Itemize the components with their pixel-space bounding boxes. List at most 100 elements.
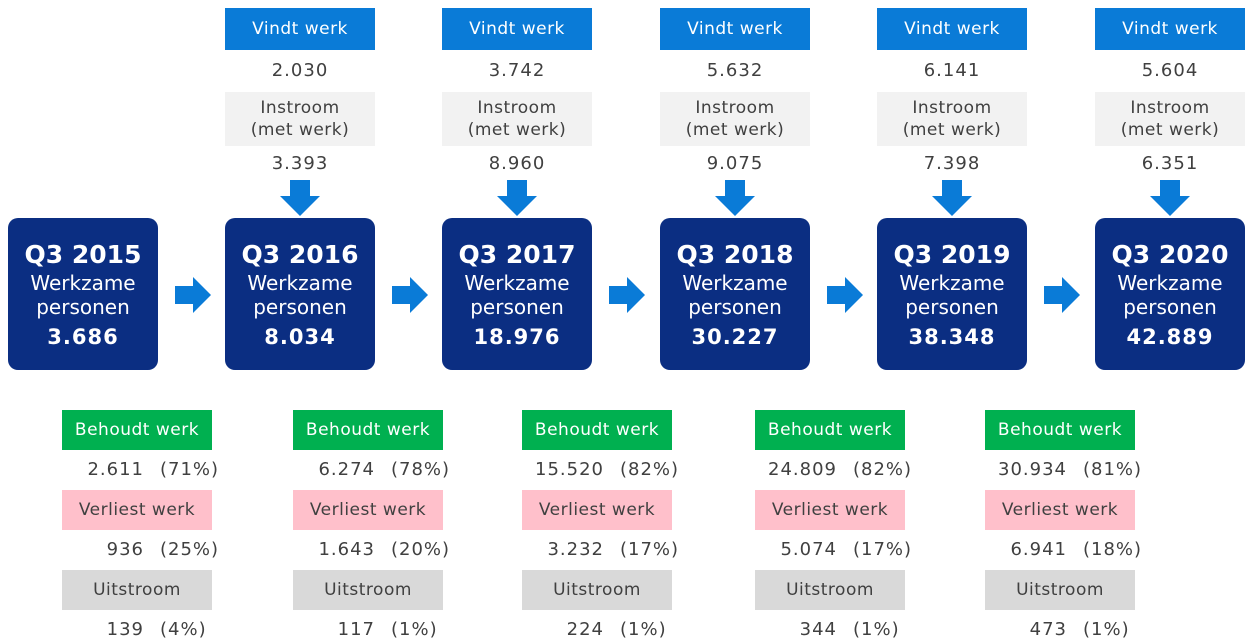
found-value: 5.604: [1141, 59, 1199, 81]
loses-label: Verliest werk: [293, 490, 443, 530]
keeps-row: 6.274 (78%): [283, 454, 463, 484]
period-box: Q3 2019 Werkzame personen 38.348: [877, 218, 1027, 370]
loses-label: Verliest werk: [62, 490, 212, 530]
right-arrow: [827, 277, 863, 313]
loses-share: (17%): [853, 538, 913, 560]
outflow-share: (1%): [620, 618, 667, 640]
keeps-value: 30.934: [998, 458, 1067, 480]
period-label: Q3 2018: [676, 239, 794, 269]
period-title: Werkzame personen: [464, 270, 570, 319]
keeps-label: Behoudt werk: [522, 410, 672, 450]
period-title: Werkzame personen: [30, 270, 136, 319]
period-label: Q3 2015: [24, 239, 142, 269]
right-arrow: [1044, 277, 1080, 313]
period-box: Q3 2020 Werkzame personen 42.889: [1095, 218, 1245, 370]
inflow-label: Instroom (met werk): [660, 92, 810, 146]
outflow-row: 117 (1%): [283, 614, 463, 642]
period-label: Q3 2020: [1111, 239, 1229, 269]
period-value: 42.889: [1126, 324, 1214, 349]
period-value: 30.227: [691, 324, 779, 349]
outflow-label: Uitstroom: [755, 570, 905, 610]
inflow-value: 9.075: [706, 152, 764, 174]
right-arrow: [392, 277, 428, 313]
outflow-share: (4%): [160, 618, 207, 640]
inflow-value: 7.398: [923, 152, 981, 174]
loses-row: 6.941 (18%): [975, 534, 1155, 564]
right-arrow-shape: [1044, 277, 1080, 313]
outflow-row: 344 (1%): [745, 614, 925, 642]
period-box: Q3 2016 Werkzame personen 8.034: [225, 218, 375, 370]
period-value: 38.348: [908, 324, 996, 349]
period-label: Q3 2016: [241, 239, 359, 269]
keeps-share: (82%): [620, 458, 680, 480]
inflow-value: 8.960: [488, 152, 546, 174]
right-arrow-shape: [175, 277, 211, 313]
keeps-share: (82%): [853, 458, 913, 480]
inflow-label: Instroom (met werk): [225, 92, 375, 146]
period-value: 8.034: [264, 324, 336, 349]
down-arrow-shape: [932, 180, 972, 216]
outflow-value: 224: [566, 618, 604, 640]
down-arrow: [715, 180, 755, 216]
loses-label: Verliest werk: [522, 490, 672, 530]
right-arrow: [175, 277, 211, 313]
outflow-label: Uitstroom: [62, 570, 212, 610]
inflow-value: 6.351: [1141, 152, 1199, 174]
period-box: Q3 2018 Werkzame personen 30.227: [660, 218, 810, 370]
outflow-share: (1%): [853, 618, 900, 640]
outflow-value: 139: [106, 618, 144, 640]
down-arrow-shape: [280, 180, 320, 216]
period-box: Q3 2017 Werkzame personen 18.976: [442, 218, 592, 370]
period-value: 3.686: [47, 324, 119, 349]
period-title: Werkzame personen: [1117, 270, 1223, 319]
keeps-row: 2.611 (71%): [52, 454, 232, 484]
found-value: 2.030: [271, 59, 329, 81]
down-arrow: [932, 180, 972, 216]
found-value: 3.742: [488, 59, 546, 81]
keeps-value: 6.274: [318, 458, 375, 480]
loses-row: 936 (25%): [52, 534, 232, 564]
keeps-row: 24.809 (82%): [745, 454, 925, 484]
right-arrow: [609, 277, 645, 313]
keeps-share: (78%): [391, 458, 451, 480]
found-label: Vindt werk: [225, 8, 375, 50]
down-arrow-shape: [497, 180, 537, 216]
period-title: Werkzame personen: [899, 270, 1005, 319]
period-title: Werkzame personen: [247, 270, 353, 319]
loses-value: 5.074: [780, 538, 837, 560]
found-label: Vindt werk: [877, 8, 1027, 50]
found-value: 6.141: [923, 59, 981, 81]
loses-share: (17%): [620, 538, 680, 560]
loses-row: 5.074 (17%): [745, 534, 925, 564]
loses-share: (20%): [391, 538, 451, 560]
period-box: Q3 2015 Werkzame personen 3.686: [8, 218, 158, 370]
outflow-label: Uitstroom: [985, 570, 1135, 610]
loses-value: 3.232: [547, 538, 604, 560]
period-label: Q3 2019: [893, 239, 1011, 269]
down-arrow: [497, 180, 537, 216]
loses-value: 936: [106, 538, 144, 560]
down-arrow-shape: [715, 180, 755, 216]
period-title: Werkzame personen: [682, 270, 788, 319]
period-value: 18.976: [473, 324, 561, 349]
keeps-share: (81%): [1083, 458, 1143, 480]
outflow-value: 344: [799, 618, 837, 640]
right-arrow-shape: [392, 277, 428, 313]
inflow-value: 3.393: [271, 152, 329, 174]
outflow-label: Uitstroom: [522, 570, 672, 610]
inflow-label: Instroom (met werk): [1095, 92, 1245, 146]
keeps-row: 30.934 (81%): [975, 454, 1155, 484]
keeps-label: Behoudt werk: [62, 410, 212, 450]
found-value: 5.632: [706, 59, 764, 81]
right-arrow-shape: [827, 277, 863, 313]
down-arrow: [280, 180, 320, 216]
found-label: Vindt werk: [1095, 8, 1245, 50]
loses-value: 6.941: [1010, 538, 1067, 560]
loses-row: 3.232 (17%): [512, 534, 692, 564]
found-label: Vindt werk: [442, 8, 592, 50]
loses-value: 1.643: [318, 538, 375, 560]
period-label: Q3 2017: [458, 239, 576, 269]
loses-share: (25%): [160, 538, 220, 560]
outflow-row: 473 (1%): [975, 614, 1155, 642]
